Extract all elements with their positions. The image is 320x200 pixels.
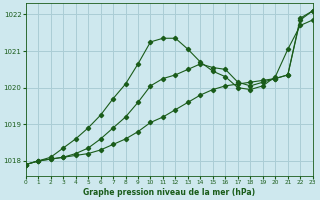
X-axis label: Graphe pression niveau de la mer (hPa): Graphe pression niveau de la mer (hPa): [83, 188, 255, 197]
